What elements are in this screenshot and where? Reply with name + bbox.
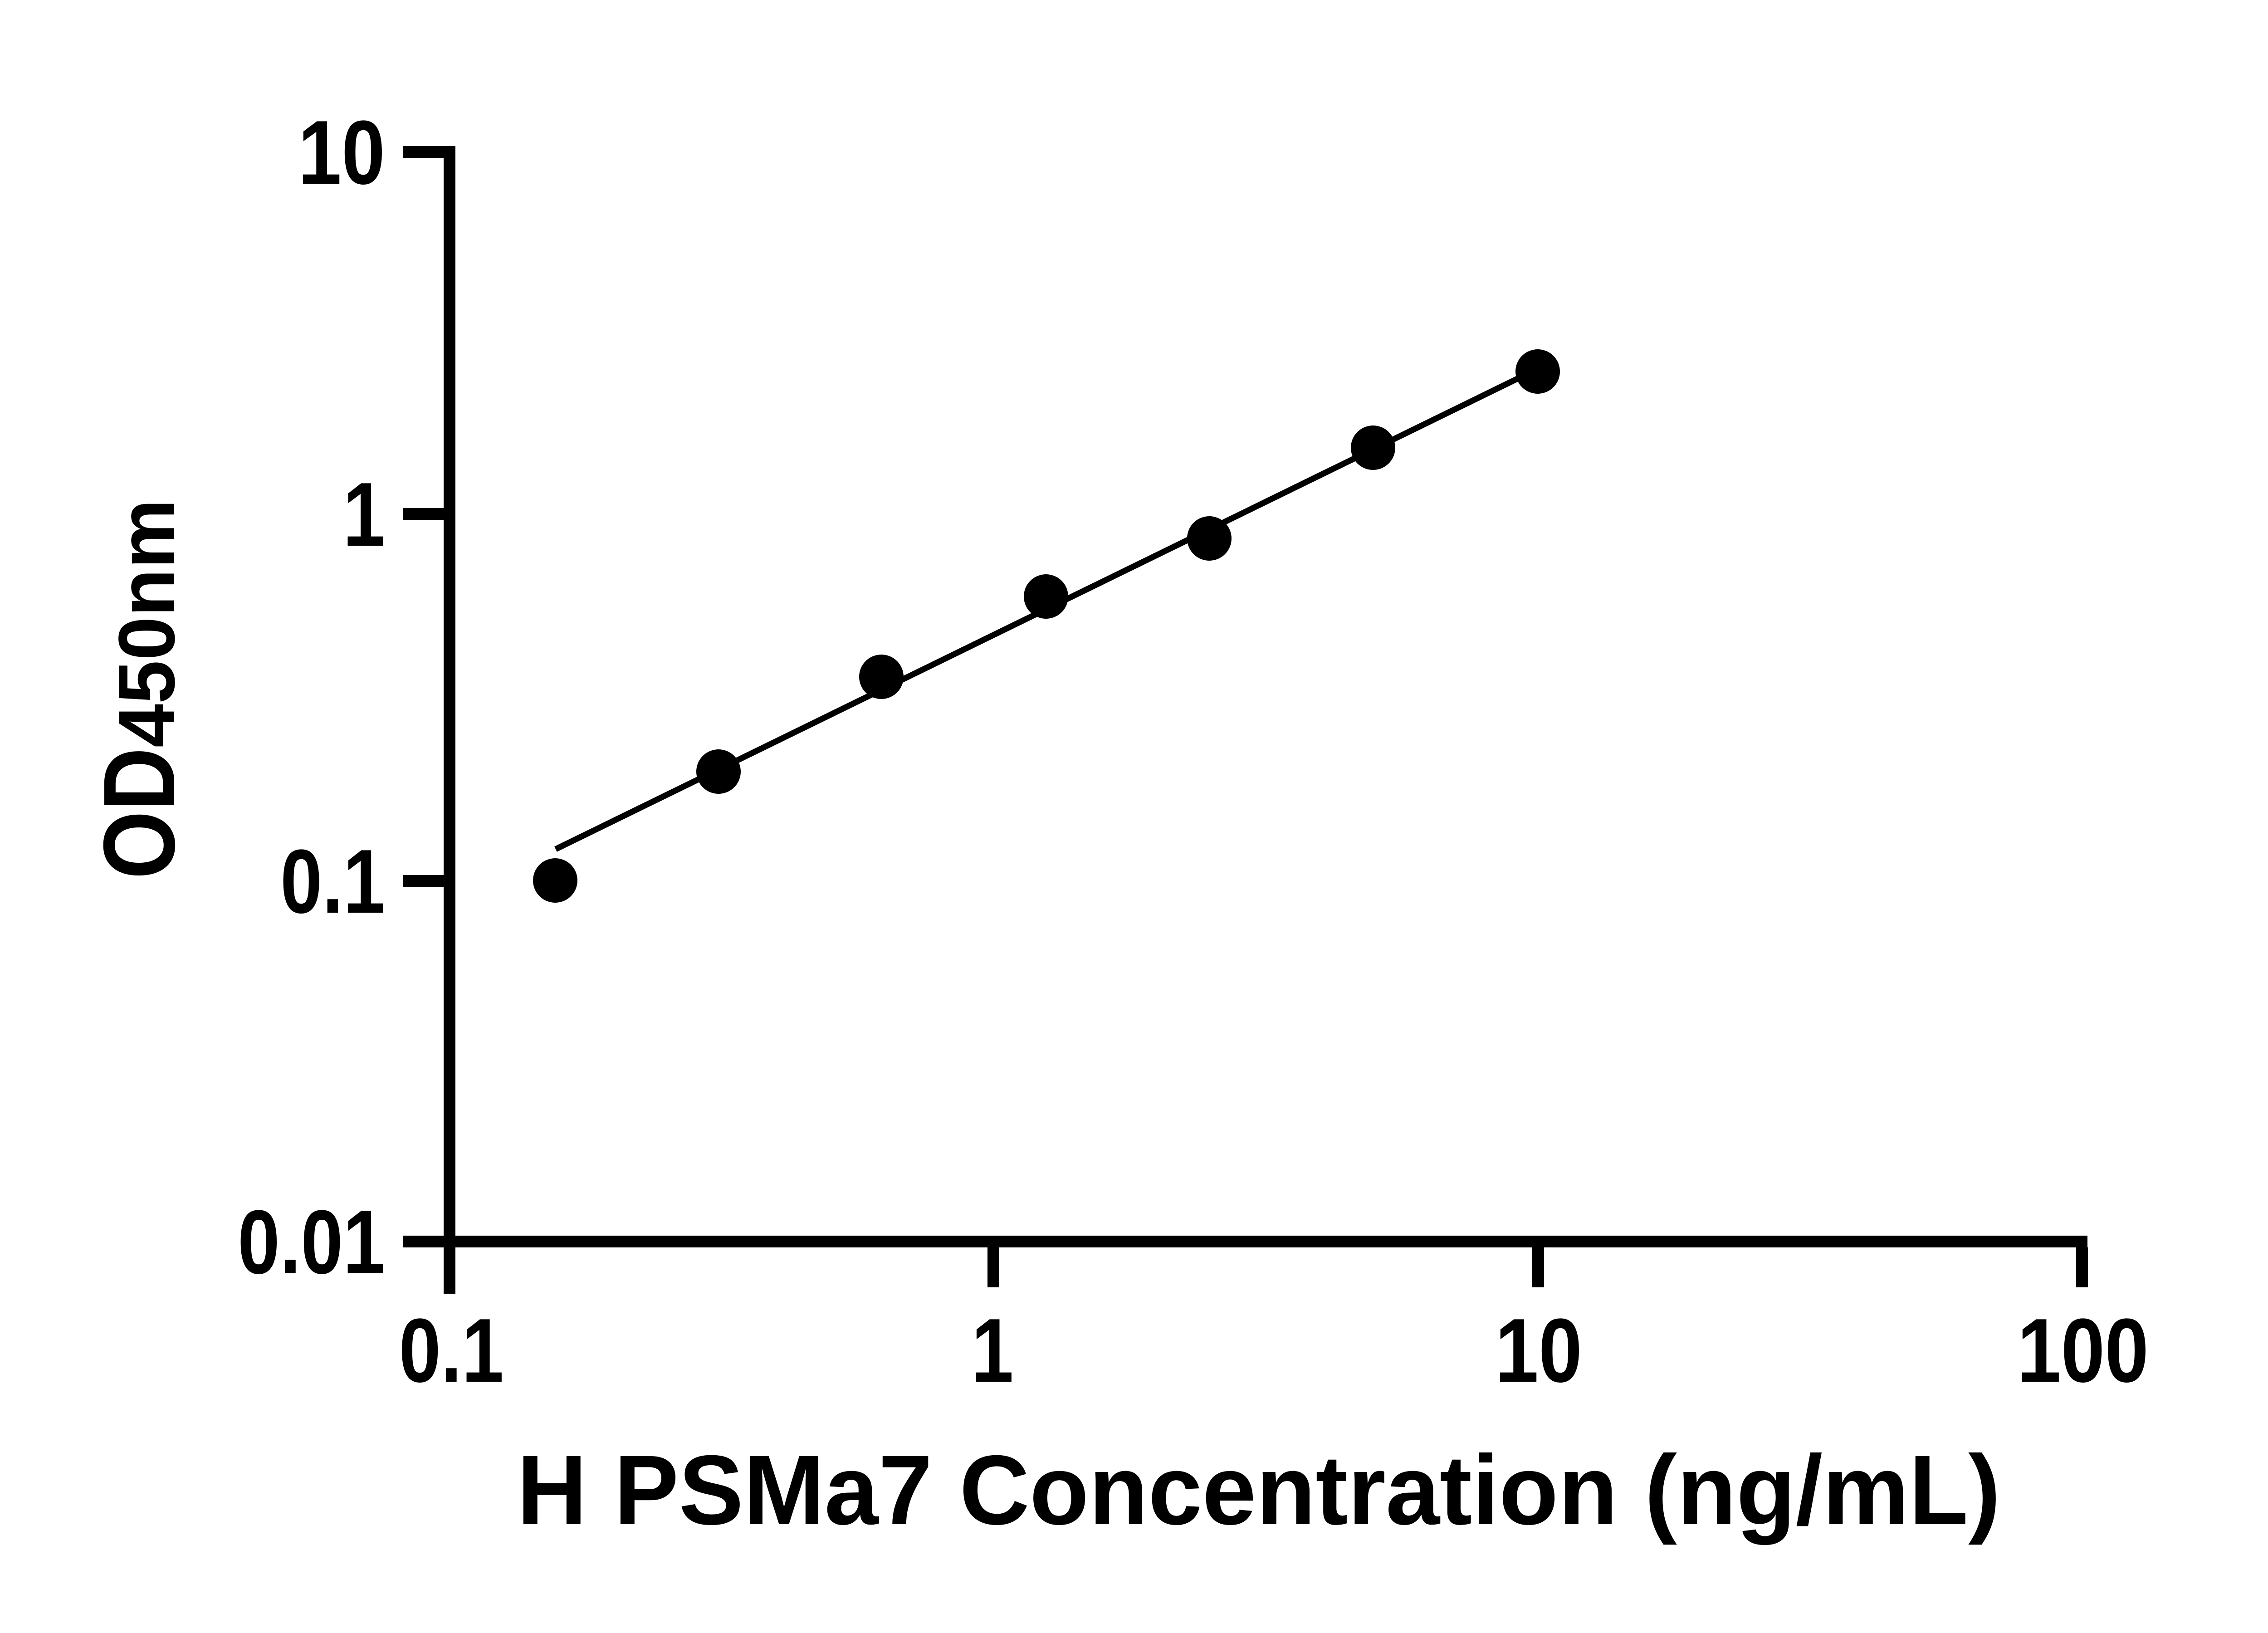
svg-text:0.1: 0.1 bbox=[399, 1300, 504, 1401]
svg-text:450nm: 450nm bbox=[103, 499, 191, 748]
svg-text:1: 1 bbox=[343, 464, 385, 565]
svg-text:10: 10 bbox=[1495, 1300, 1582, 1401]
svg-text:0.1: 0.1 bbox=[280, 831, 385, 932]
svg-text:1: 1 bbox=[972, 1300, 1014, 1401]
svg-text:0.01: 0.01 bbox=[238, 1192, 385, 1293]
svg-text:10: 10 bbox=[298, 102, 385, 203]
svg-text:H PSMa7 Concentration (ng/mL): H PSMa7 Concentration (ng/mL) bbox=[517, 1435, 2001, 1545]
svg-text:100: 100 bbox=[2017, 1300, 2149, 1401]
svg-text:OD: OD bbox=[83, 748, 196, 879]
